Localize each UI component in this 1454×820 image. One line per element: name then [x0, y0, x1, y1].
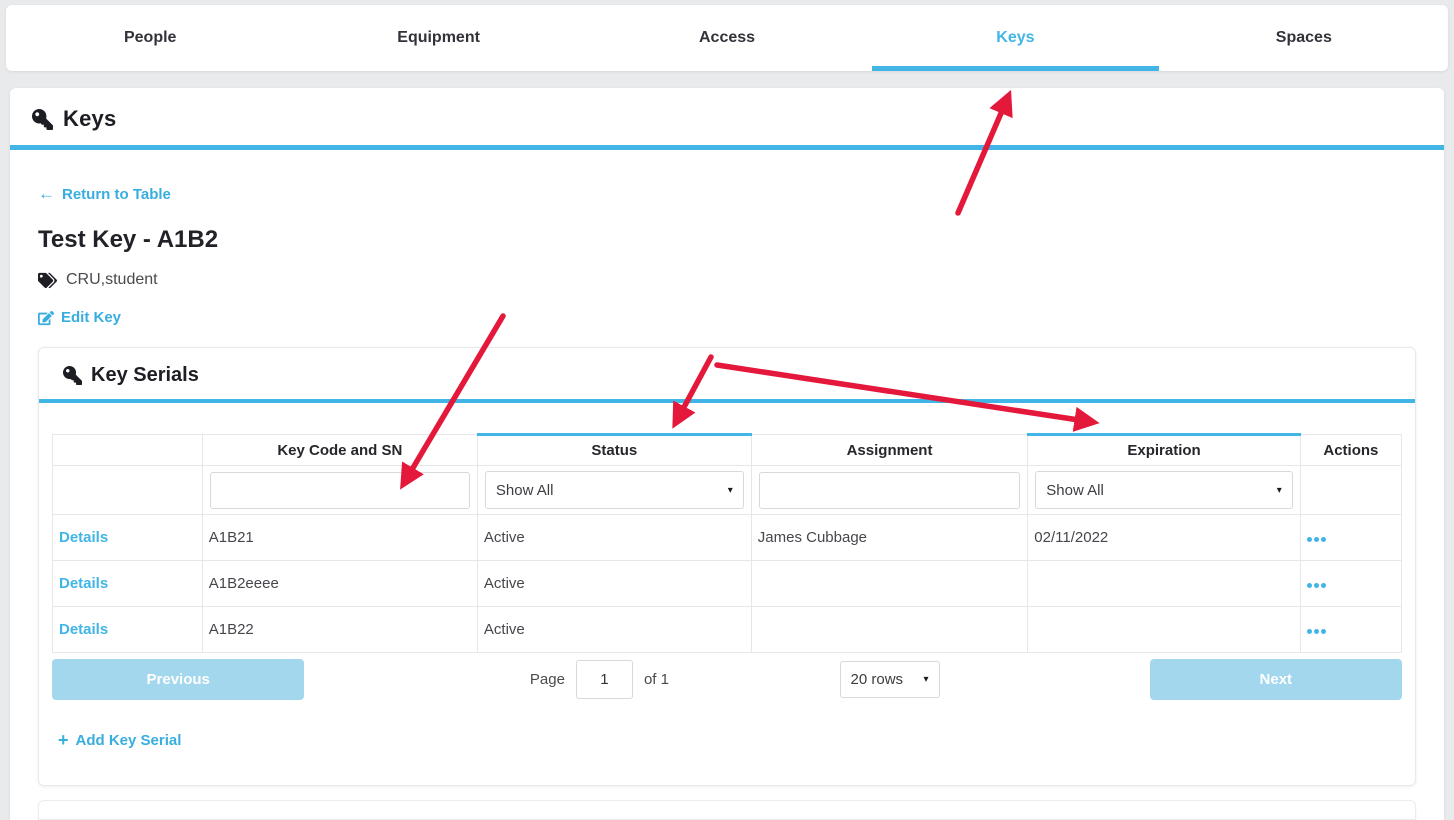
filter-cell-actions	[1299, 465, 1403, 515]
assignment-filter-input[interactable]	[758, 471, 1021, 509]
add-key-serial-row: + Add Key Serial	[52, 700, 1402, 785]
top-nav: People Equipment Access Keys Spaces	[6, 5, 1448, 71]
details-cell: Details	[52, 560, 203, 607]
rows-per-page-select[interactable]: 20 rows ▾	[839, 661, 940, 698]
expiration-filter-select[interactable]: Show All ▾	[1035, 471, 1293, 509]
page-number-input[interactable]	[575, 660, 633, 699]
filter-row: Show All ▾ Show All ▾	[52, 465, 1403, 515]
key-serials-card: Key Serials Key Code and SN Status Assig	[38, 347, 1416, 786]
table-header-row: Key Code and SN Status Assignment Expira…	[52, 433, 1403, 466]
key-code-cell: A1B21	[201, 514, 478, 561]
expiration-cell	[1027, 560, 1301, 607]
pagination-middle: Page of 1 20 rows ▾	[304, 660, 1149, 699]
assignment-cell	[750, 560, 1029, 607]
column-header-assignment[interactable]: Assignment	[750, 434, 1029, 466]
table-row: Details A1B22 Active	[52, 606, 1403, 653]
return-link-label: Return to Table	[62, 185, 171, 203]
tab-people[interactable]: People	[6, 5, 294, 71]
ellipsis-icon[interactable]	[1306, 583, 1326, 588]
filter-cell-assignment	[750, 465, 1029, 515]
keys-section-header: Keys	[10, 88, 1444, 145]
tab-label: People	[123, 29, 177, 46]
key-serials-title: Key Serials	[91, 364, 199, 386]
left-arrow-icon: ←	[38, 184, 55, 203]
status-cell: Active	[476, 606, 752, 653]
key-detail-content: ← Return to Table Test Key - A1B2 CRU,st…	[10, 150, 1444, 820]
key-serials-table-wrap: Key Code and SN Status Assignment Expira…	[39, 403, 1415, 785]
previous-button[interactable]: Previous	[52, 659, 305, 700]
column-header-blank	[52, 434, 203, 466]
key-code-cell: A1B2eeee	[201, 560, 478, 607]
plus-icon: +	[58, 730, 69, 750]
tab-keys[interactable]: Keys	[871, 5, 1160, 71]
details-link[interactable]: Details	[59, 529, 109, 546]
ellipsis-icon[interactable]	[1306, 629, 1326, 634]
tab-label: Keys	[996, 29, 1035, 46]
return-to-table-link[interactable]: ← Return to Table	[38, 184, 171, 204]
assignment-cell	[750, 606, 1029, 653]
status-cell: Active	[476, 560, 752, 607]
filter-cell-key-code	[201, 465, 478, 515]
tab-access[interactable]: Access	[583, 5, 871, 71]
add-key-serial-link[interactable]: + Add Key Serial	[58, 730, 181, 751]
tags-text: CRU,student	[66, 271, 158, 288]
section-title: Keys	[63, 106, 117, 131]
column-header-status[interactable]: Status	[476, 433, 752, 466]
key-tags: CRU,student	[38, 271, 1416, 289]
select-value: 20 rows	[850, 671, 904, 688]
page-indicator: Page of 1	[304, 660, 744, 699]
page-label: Page	[529, 671, 565, 688]
details-cell: Details	[52, 514, 203, 561]
details-link[interactable]: Details	[59, 575, 109, 592]
filter-cell-blank	[52, 465, 203, 515]
ellipsis-icon[interactable]	[1306, 537, 1326, 542]
column-header-expiration[interactable]: Expiration	[1027, 433, 1301, 466]
column-header-actions: Actions	[1299, 434, 1403, 466]
status-filter-select[interactable]: Show All ▾	[484, 471, 744, 509]
tab-label: Access	[698, 29, 756, 46]
key-code-filter-input[interactable]	[209, 471, 470, 509]
key-code-cell: A1B22	[201, 606, 478, 653]
details-link[interactable]: Details	[59, 621, 109, 638]
actions-cell	[1299, 560, 1403, 607]
tab-equipment[interactable]: Equipment	[294, 5, 582, 71]
edit-link-label: Edit Key	[61, 309, 122, 326]
key-serials-header: Key Serials	[39, 348, 1415, 399]
key-icon	[32, 108, 53, 130]
key-serials-table: Key Code and SN Status Assignment Expira…	[52, 433, 1403, 653]
expiration-cell	[1027, 606, 1301, 653]
chevron-down-icon: ▾	[1276, 484, 1282, 496]
next-section-card	[38, 800, 1416, 820]
table-row: Details A1B21 Active James Cubbage 02/11…	[52, 514, 1403, 561]
key-icon	[63, 366, 82, 385]
chevron-down-icon: ▾	[727, 484, 733, 496]
status-cell: Active	[476, 514, 752, 561]
rows-per-page: 20 rows ▾	[745, 661, 1150, 698]
next-button[interactable]: Next	[1149, 659, 1402, 700]
key-title: Test Key - A1B2	[38, 226, 219, 253]
select-value: Show All	[495, 481, 554, 499]
assignment-cell: James Cubbage	[750, 514, 1029, 561]
details-cell: Details	[52, 606, 203, 653]
select-value: Show All	[1046, 481, 1104, 499]
keys-panel: Keys ← Return to Table Test Key - A1B2 C…	[10, 88, 1444, 820]
actions-cell	[1299, 606, 1403, 653]
page-of-label: of 1	[643, 671, 669, 688]
table-row: Details A1B2eeee Active	[52, 560, 1403, 607]
pagination-bar: Previous Page of 1 20 rows ▾	[52, 659, 1402, 700]
edit-pencil-icon	[38, 310, 54, 325]
tags-icon	[38, 272, 57, 288]
tab-spaces[interactable]: Spaces	[1160, 5, 1448, 71]
filter-cell-expiration: Show All ▾	[1027, 465, 1301, 515]
chevron-down-icon: ▾	[923, 674, 929, 685]
column-header-key-code[interactable]: Key Code and SN	[201, 434, 478, 466]
edit-key-link[interactable]: Edit Key	[38, 309, 121, 326]
actions-cell	[1299, 514, 1403, 561]
filter-cell-status: Show All ▾	[476, 465, 752, 515]
tab-label: Equipment	[397, 29, 480, 46]
accent-divider	[10, 145, 1444, 150]
tab-label: Spaces	[1275, 29, 1332, 46]
add-link-label: Add Key Serial	[75, 732, 182, 749]
expiration-cell: 02/11/2022	[1027, 514, 1301, 561]
